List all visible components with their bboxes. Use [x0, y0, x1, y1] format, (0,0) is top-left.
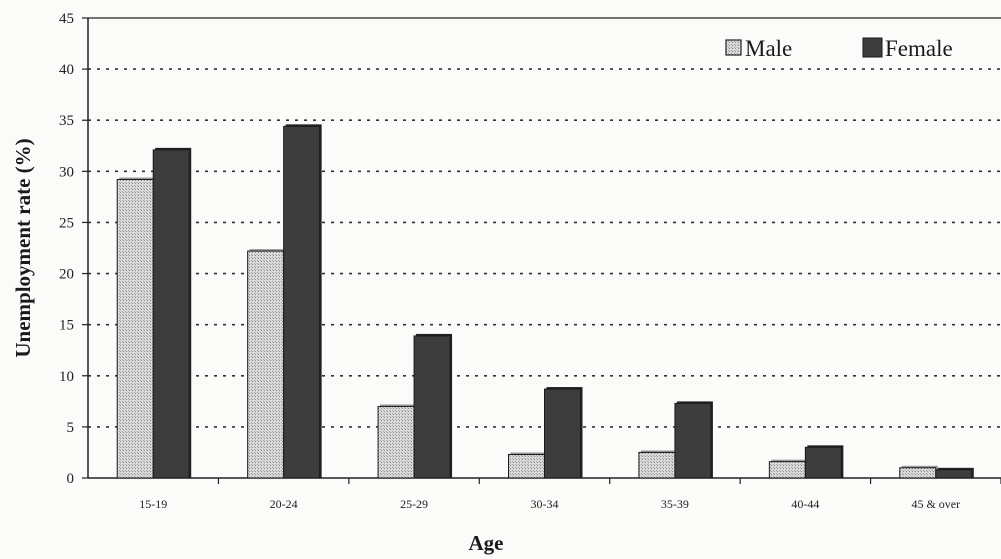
bar-male: [508, 453, 545, 479]
bar-male: [638, 451, 676, 479]
bar-male: [247, 250, 285, 479]
x-tick-label: 40-44: [791, 497, 819, 511]
bar-female: [935, 469, 973, 479]
bar-male: [377, 405, 415, 479]
x-tick-label: 25-29: [400, 497, 428, 511]
bar-male: [768, 461, 806, 479]
bar-male: [899, 467, 937, 479]
bar-female: [152, 149, 190, 479]
legend: Male Female: [725, 36, 953, 61]
legend-label-female: Female: [885, 36, 953, 61]
legend-swatch-female: [862, 37, 883, 58]
bar-female: [544, 388, 581, 479]
y-axis-title: Unemployment rate (%): [11, 138, 35, 357]
y-tick-label: 25: [59, 215, 74, 231]
bar-female: [674, 402, 712, 479]
x-tick-label: 30-34: [531, 497, 559, 511]
bars: [116, 124, 974, 479]
bar-male: [116, 179, 154, 479]
legend-swatch-male: [725, 39, 742, 56]
y-tick-label: 30: [59, 164, 74, 180]
y-tick-label: 15: [59, 318, 74, 334]
x-tick-label: 45 & over: [911, 497, 960, 511]
axes: [82, 17, 1001, 484]
y-tick-label: 40: [59, 62, 74, 78]
y-tick-label: 5: [67, 420, 75, 436]
y-tick-label: 20: [59, 267, 74, 283]
x-tick-label: 20-24: [270, 497, 298, 511]
y-tick-label: 0: [67, 471, 75, 487]
x-tick-label: 35-39: [661, 497, 689, 511]
labels: 0 5 10 15 20 25 30 35 40 45 15-19 20-24 25-29 30-34 35…: [59, 11, 960, 511]
x-axis-title: Age: [469, 531, 504, 555]
bar-female: [413, 335, 451, 479]
y-tick-label: 45: [59, 11, 74, 27]
bar-female: [283, 125, 321, 479]
x-tick-label: 15-19: [139, 497, 167, 511]
y-tick-label: 35: [59, 113, 74, 129]
gridlines: [88, 68, 1001, 428]
legend-label-male: Male: [745, 36, 792, 61]
y-tick-label: 10: [59, 369, 74, 385]
bar-female: [804, 446, 842, 479]
